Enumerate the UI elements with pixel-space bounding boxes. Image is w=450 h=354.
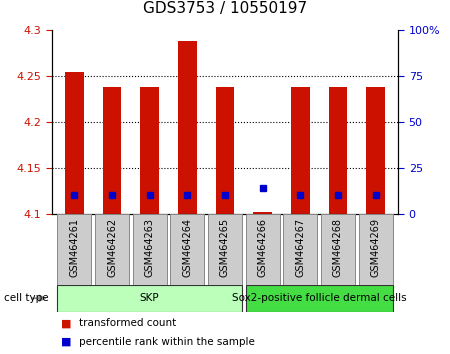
Bar <box>103 87 122 214</box>
Bar <box>58 214 91 285</box>
Bar <box>246 285 392 312</box>
Text: GSM464267: GSM464267 <box>295 218 306 277</box>
Text: SKP: SKP <box>140 293 159 303</box>
Bar <box>359 214 392 285</box>
Bar <box>58 285 242 312</box>
Text: percentile rank within the sample: percentile rank within the sample <box>79 337 255 347</box>
Text: GSM464266: GSM464266 <box>258 218 268 277</box>
Bar <box>208 214 242 285</box>
Bar <box>95 214 129 285</box>
Text: GSM464264: GSM464264 <box>182 218 192 277</box>
Bar <box>253 212 272 214</box>
Text: Sox2-positive follicle dermal cells: Sox2-positive follicle dermal cells <box>232 293 406 303</box>
Text: transformed count: transformed count <box>79 318 176 329</box>
Bar <box>284 214 317 285</box>
Text: GSM464269: GSM464269 <box>371 218 381 277</box>
Text: GDS3753 / 10550197: GDS3753 / 10550197 <box>143 1 307 16</box>
Bar <box>171 214 204 285</box>
Bar <box>366 87 385 214</box>
Bar <box>216 87 234 214</box>
Bar <box>246 214 279 285</box>
Text: GSM464262: GSM464262 <box>107 218 117 277</box>
Text: GSM464268: GSM464268 <box>333 218 343 277</box>
Text: ■: ■ <box>61 337 71 347</box>
Bar <box>291 87 310 214</box>
Text: GSM464263: GSM464263 <box>144 218 155 277</box>
Text: ■: ■ <box>61 318 71 329</box>
Bar <box>140 87 159 214</box>
Text: cell type: cell type <box>4 293 49 303</box>
Bar <box>178 41 197 214</box>
Bar <box>65 72 84 214</box>
Bar <box>133 214 166 285</box>
Text: GSM464265: GSM464265 <box>220 218 230 277</box>
Text: GSM464261: GSM464261 <box>69 218 79 277</box>
Bar <box>321 214 355 285</box>
Bar <box>328 87 347 214</box>
